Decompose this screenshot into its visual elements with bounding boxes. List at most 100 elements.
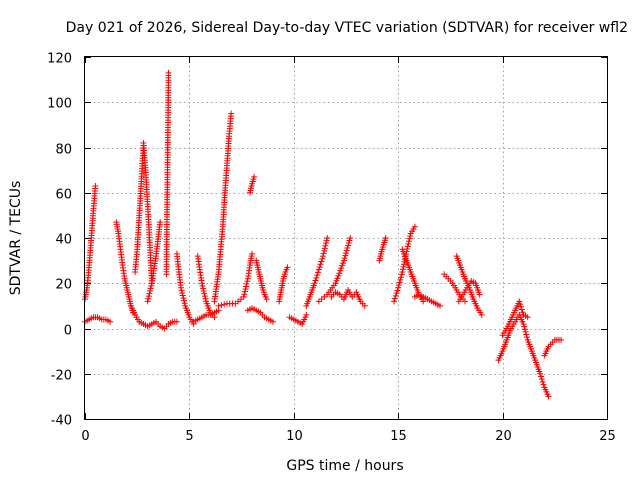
series-decline-4.5h <box>173 250 197 327</box>
data-point <box>342 252 349 259</box>
series-wiggle-20-21h <box>499 298 531 339</box>
data-point <box>396 279 403 286</box>
data-point <box>312 277 319 284</box>
data-point <box>311 280 318 287</box>
data-point <box>400 263 407 270</box>
data-point <box>393 290 400 297</box>
data-point <box>395 284 402 291</box>
data-point <box>147 285 154 292</box>
data-point <box>240 293 247 300</box>
data-point <box>173 318 180 325</box>
data-point <box>313 274 320 281</box>
data-point <box>520 320 527 327</box>
x-tick-label: 10 <box>286 429 303 444</box>
data-point <box>334 275 341 282</box>
series-tail-22h <box>541 336 565 359</box>
data-point <box>148 282 155 289</box>
series-rise-11-12h <box>315 235 354 305</box>
data-point <box>397 274 404 281</box>
data-point <box>404 243 411 250</box>
series-base-16-17h <box>411 291 443 309</box>
data-point <box>400 261 407 268</box>
data-point <box>241 288 248 295</box>
data-point <box>397 276 404 283</box>
data-point <box>145 295 152 302</box>
data-point <box>337 267 344 274</box>
data-point <box>179 292 186 299</box>
data-point <box>523 331 530 338</box>
y-tick-label: 120 <box>47 52 72 67</box>
data-point <box>395 282 402 289</box>
x-tick-label: 15 <box>390 429 407 444</box>
data-point <box>524 314 531 321</box>
series-cross-18.5h <box>455 277 483 305</box>
y-tick-label: -20 <box>51 369 72 384</box>
data-point <box>221 301 228 308</box>
data-point <box>521 326 528 333</box>
data-point <box>517 303 524 310</box>
data-point <box>163 271 170 278</box>
data-point <box>323 240 330 247</box>
series-outlier-4h <box>163 69 172 278</box>
data-point <box>198 280 205 287</box>
y-axis-label: SDTVAR / TECUs <box>8 181 24 296</box>
data-point <box>215 302 222 309</box>
data-point <box>324 235 331 241</box>
data-point <box>321 247 328 254</box>
data-point <box>345 242 352 249</box>
data-point <box>476 291 483 298</box>
series-rise-15.5h <box>391 223 418 305</box>
data-point <box>406 235 413 242</box>
series-decline-19-22h <box>495 311 552 400</box>
series-wiggle-12-13h <box>328 287 368 309</box>
series-spike-7h <box>211 110 235 305</box>
data-point <box>344 245 351 252</box>
data-point <box>333 277 340 284</box>
data-point <box>339 262 346 269</box>
data-point <box>516 298 523 305</box>
series-rise-9.5h <box>276 264 291 305</box>
data-point <box>180 295 187 302</box>
series-spike-1.6h <box>113 219 137 316</box>
data-point <box>345 240 352 247</box>
data-point <box>436 302 443 309</box>
series-dip-5.6h <box>194 253 218 321</box>
data-point <box>199 282 206 289</box>
data-point <box>315 269 322 276</box>
data-point <box>241 291 248 298</box>
series-rise-3.5h <box>144 219 164 305</box>
data-point <box>318 258 325 265</box>
series-rise-7.6h <box>215 250 256 309</box>
data-point <box>316 263 323 270</box>
series-base-low-early <box>82 314 114 325</box>
data-point <box>181 297 188 304</box>
plot-frame <box>84 56 608 420</box>
data-point <box>545 393 552 400</box>
data-point <box>537 370 544 377</box>
data-point <box>323 237 330 244</box>
y-tick-label: 40 <box>55 233 72 248</box>
data-point <box>322 242 329 249</box>
data-point <box>218 302 225 309</box>
data-point <box>558 336 565 343</box>
y-tick-label: 60 <box>55 188 72 203</box>
series-bump-14.3h <box>376 235 389 264</box>
data-point <box>341 255 348 262</box>
data-point <box>521 323 528 330</box>
data-point <box>200 288 207 295</box>
series-base-5-6h <box>190 307 222 325</box>
data-point <box>346 237 353 244</box>
series-trough-2.6h <box>127 302 180 332</box>
series-rise-11h <box>303 235 331 309</box>
data-points <box>82 69 565 400</box>
data-point <box>157 219 164 226</box>
data-point <box>519 309 526 316</box>
x-axis-label: GPS time / hours <box>286 458 403 474</box>
data-point <box>92 182 99 189</box>
data-point <box>391 295 398 302</box>
x-tick-label: 25 <box>599 429 616 444</box>
data-point <box>538 376 545 383</box>
data-point <box>518 306 525 313</box>
data-point <box>243 283 250 290</box>
